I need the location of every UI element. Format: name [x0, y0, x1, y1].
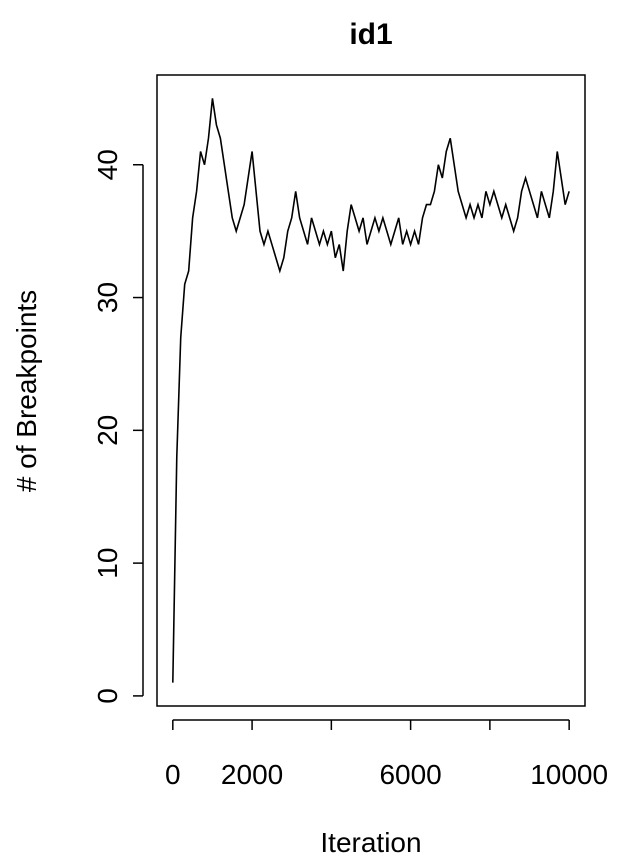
y-tick-label: 30 — [92, 282, 123, 313]
x-tick-label: 10000 — [530, 759, 608, 790]
x-tick-label: 0 — [165, 759, 181, 790]
x-tick-label: 2000 — [221, 759, 283, 790]
plot-frame — [156, 74, 586, 707]
chart-title: id1 — [349, 18, 392, 51]
x-axis-label: Iteration — [320, 827, 421, 858]
y-axis-label: # of Breakpoints — [11, 290, 42, 492]
x-tick-label: 6000 — [379, 759, 441, 790]
y-tick-label: 0 — [92, 688, 123, 704]
y-tick-label: 10 — [92, 548, 123, 579]
trace-line — [172, 98, 570, 683]
y-tick-label: 20 — [92, 415, 123, 446]
y-tick-label: 40 — [92, 149, 123, 180]
